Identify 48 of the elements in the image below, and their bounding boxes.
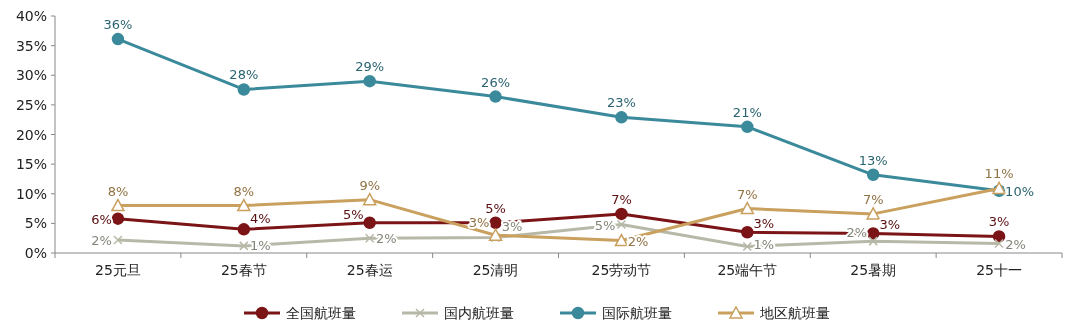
data-label: 3% (753, 216, 775, 232)
data-label: 29% (355, 59, 385, 75)
x-tick-label: 25清明 (472, 262, 519, 278)
data-label: 3% (988, 214, 1010, 230)
legend-label: 国际航班量 (602, 305, 672, 321)
x-tick-label: 25端午节 (717, 262, 778, 278)
x-tick-label: 25春运 (346, 262, 393, 278)
data-label: 7% (737, 186, 758, 202)
x-tick-label: 25劳动节 (591, 262, 652, 278)
data-label: 23% (606, 95, 636, 111)
data-label: 8% (233, 183, 255, 199)
y-tick-label: 30% (15, 67, 47, 84)
data-label: 2% (627, 233, 649, 249)
y-tick-label: 15% (15, 156, 47, 173)
data-label: 36% (103, 17, 133, 33)
data-label: 26% (481, 74, 511, 90)
legend-label: 国内航班量 (444, 305, 514, 321)
data-label: 21% (732, 104, 762, 120)
data-label: 4% (250, 211, 271, 227)
data-label: 10% (1005, 183, 1035, 199)
data-label: 8% (107, 183, 129, 199)
data-label: 2% (375, 231, 397, 247)
data-label: 5% (342, 206, 364, 222)
y-tick-label: 35% (15, 37, 47, 54)
y-tick-label: 20% (15, 126, 47, 143)
data-label: 7% (862, 191, 884, 207)
data-label: 11% (984, 166, 1014, 182)
data-label: 3% (879, 217, 900, 233)
data-label: 2% (1005, 236, 1026, 252)
y-tick-label: 5% (24, 215, 47, 232)
x-tick-label: 25暑期 (850, 262, 897, 278)
data-label: 9% (359, 177, 380, 193)
data-label: 13% (858, 152, 888, 168)
data-label: 3% (501, 218, 523, 234)
data-label: 28% (229, 67, 259, 83)
legend-label: 全国航班量 (286, 305, 356, 321)
data-label: 5% (485, 200, 506, 216)
legend-label: 地区航班量 (759, 305, 830, 321)
y-tick-label: 25% (15, 96, 47, 113)
data-label: 7% (611, 191, 632, 207)
x-tick-label: 25十一 (976, 262, 1022, 278)
y-tick-label: 10% (15, 185, 47, 202)
y-tick-label: 0% (24, 245, 47, 261)
data-label: 6% (91, 211, 112, 227)
data-label: 2% (91, 232, 112, 248)
y-tick-label: 40% (15, 8, 47, 24)
x-tick-label: 25春节 (220, 262, 267, 278)
x-tick-label: 25元旦 (95, 262, 141, 278)
